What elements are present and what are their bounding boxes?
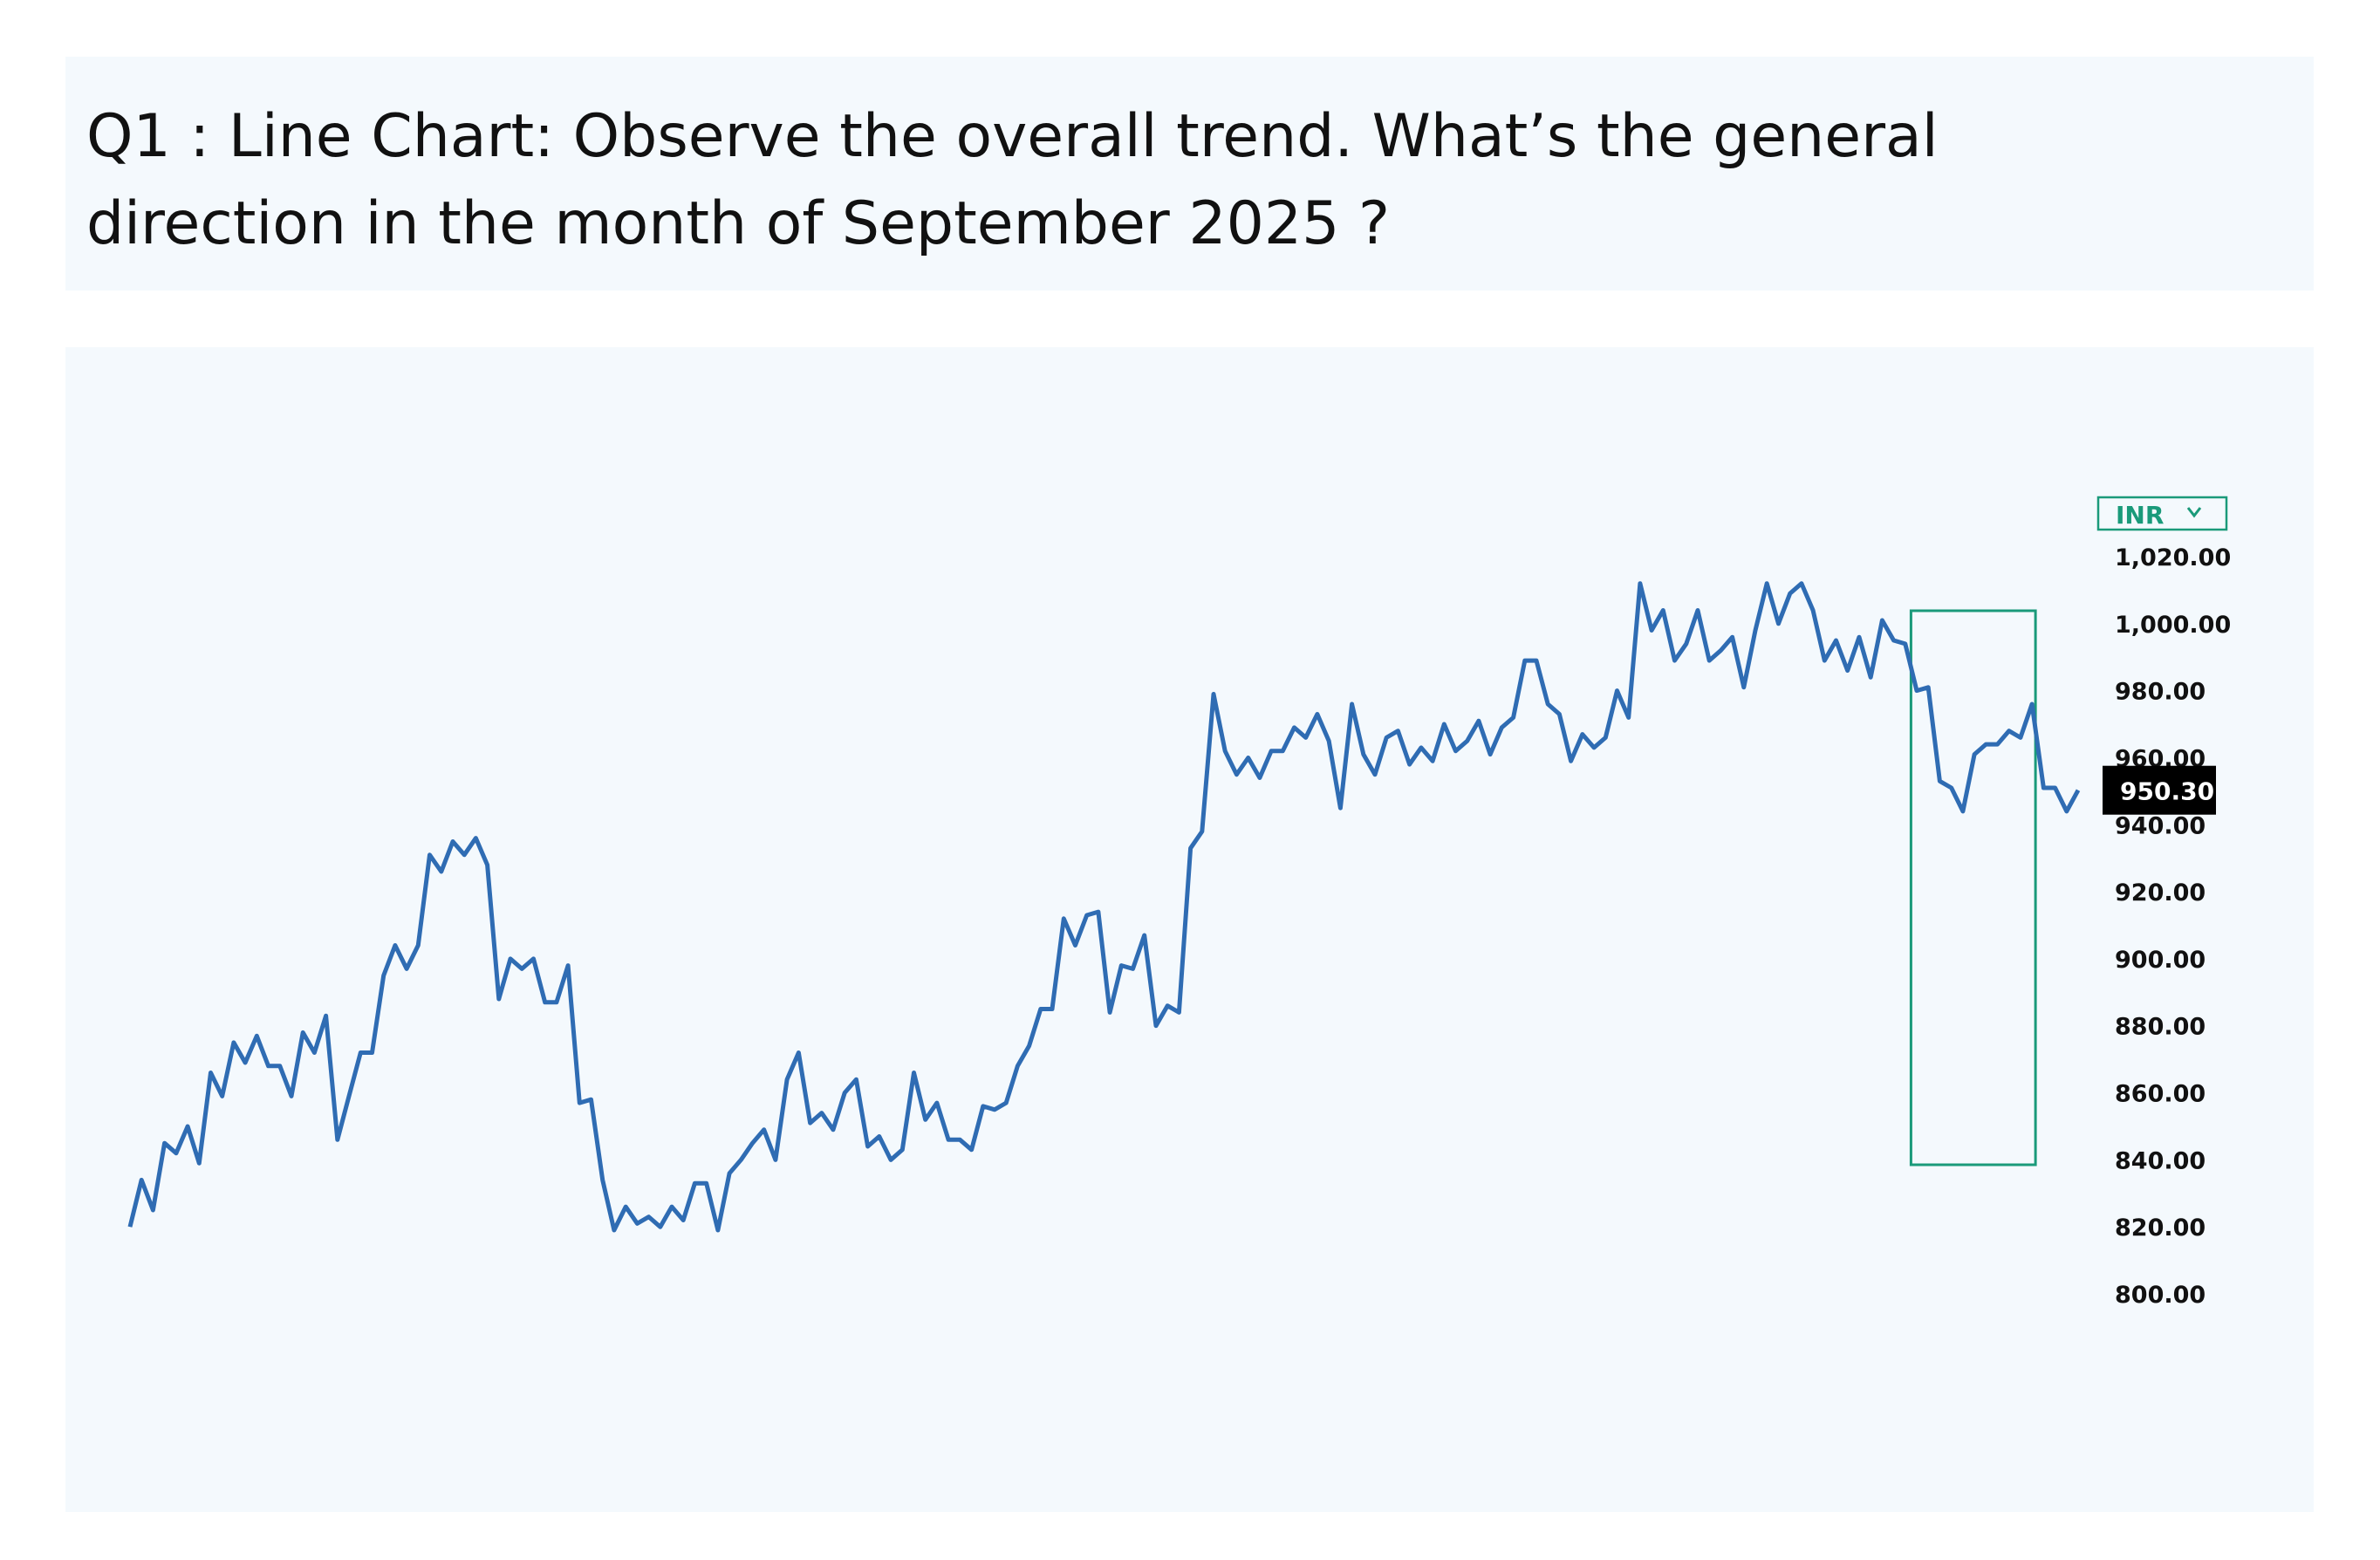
y-tick-label: 980.00 <box>2115 679 2206 706</box>
y-tick-label: 920.00 <box>2115 879 2206 907</box>
chart-panel <box>65 347 2314 1512</box>
y-tick-label: 1,000.00 <box>2115 612 2231 639</box>
y-tick-label: 1,020.00 <box>2115 544 2231 571</box>
y-tick-label: 860.00 <box>2115 1081 2206 1108</box>
y-tick-label: 880.00 <box>2115 1014 2206 1041</box>
y-tick-label: 840.00 <box>2115 1147 2206 1174</box>
currency-label[interactable]: INR <box>2116 501 2164 530</box>
price-badge-label: 950.30 <box>2120 777 2214 806</box>
y-tick-label: 820.00 <box>2115 1214 2206 1242</box>
price-line <box>127 581 2081 1233</box>
currency-dropdown[interactable] <box>2096 496 2228 531</box>
y-tick-label: 940.00 <box>2115 812 2206 839</box>
question-panel: Q1 : Line Chart: Observe the overall tre… <box>65 57 2314 291</box>
y-tick-label: 800.00 <box>2115 1282 2206 1309</box>
price-badge <box>2103 765 2216 815</box>
dropdown-caret[interactable] <box>2186 507 2202 518</box>
highlight-box <box>1909 609 2037 1167</box>
y-tick-label: 900.00 <box>2115 947 2206 974</box>
question-text: Q1 : Line Chart: Observe the overall tre… <box>86 102 1939 258</box>
